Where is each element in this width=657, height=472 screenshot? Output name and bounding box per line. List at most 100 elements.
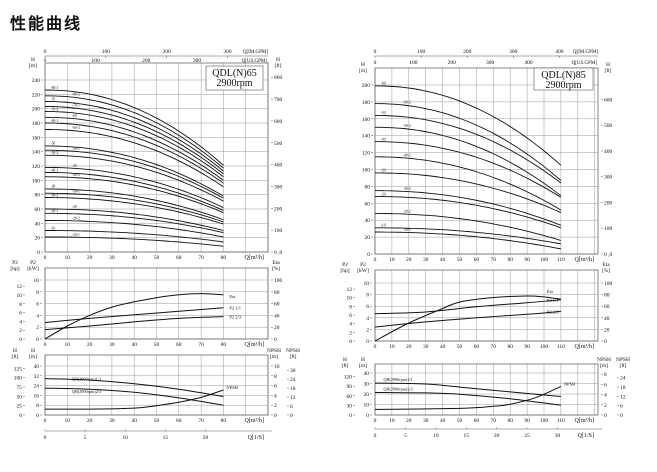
head-m-axis-label: H <box>31 348 35 354</box>
head-m-tick-label: 120 <box>362 151 371 157</box>
head-curve-label: -50-2 <box>51 151 59 155</box>
us-gpm-axis-label: Q[US.GPM] <box>242 59 268 64</box>
head-npsh-chart: 0 10 20 30 40 50 60 70 80 Q[m³/h]0816243240025507… <box>11 348 300 424</box>
efficiency-tick-label: 80 <box>604 293 610 299</box>
head-m-tick-label: 40 <box>365 218 371 224</box>
power-hp-tick-label: 12 <box>17 284 23 290</box>
power-hp-axis-label: P2 <box>12 260 18 266</box>
x-tick-label: 10 <box>389 344 395 350</box>
power-hp-tick-label: 10 <box>347 296 353 302</box>
series-label: QH(2900rpm)1/1 <box>383 377 412 382</box>
x-tick-label: 10 <box>389 257 395 263</box>
power-hp-tick-label: 8 <box>349 304 352 310</box>
series-line-p211 <box>44 307 224 323</box>
x-tick-label: 30 <box>109 342 115 348</box>
x-tick-label: 70 <box>198 418 204 424</box>
npsh-ft-tick-label: 6 <box>620 404 623 410</box>
head-m-tick-label: 160 <box>362 117 371 123</box>
head-curve-label: -70-2 <box>51 107 59 111</box>
head-ft-tick-label: 600 <box>604 97 613 103</box>
x-tick-label: 60 <box>474 344 480 350</box>
head-curve-label: -70 <box>51 97 56 101</box>
plot-frame <box>374 67 599 255</box>
power-kw-axis-label-unit: [kW] <box>27 266 39 272</box>
head-m-tick-label: 20 <box>364 392 370 398</box>
ls-tick-label: 30 <box>555 433 561 439</box>
series-label: Eta <box>229 294 235 299</box>
npsh-m-tick-label: 8 <box>274 374 277 380</box>
head-curve-label: -20 <box>381 192 386 196</box>
x-tick-label: 90 <box>524 418 530 424</box>
series-line-qh2900rpm23 <box>44 387 224 406</box>
head-m-tick-label: 100 <box>362 168 371 174</box>
head-curve <box>44 166 224 209</box>
head-curve-label: -60 <box>72 114 77 118</box>
flow-axes-top: 0 100 200 300 400 Q[IM.GPM] 0 100 200 300 400 Q[US.… <box>374 49 599 66</box>
head-m-tick-label: 60 <box>365 201 371 207</box>
x-tick-label: 60 <box>176 255 182 261</box>
x-tick-label: 50 <box>154 342 160 348</box>
im-gpm-axis-label: Q[IM.GPM] <box>573 50 598 55</box>
npsh-m-tick-label: 4 <box>604 393 607 399</box>
npsh-ft-tick-label: 12 <box>290 395 296 401</box>
model-box <box>533 67 594 91</box>
head-m-axis-label: H <box>361 357 365 363</box>
head-chart: 0 10 20 30 40 50 60 70 80 Q[m³/h] 0 20 40 60 80 100 120 1… <box>29 57 282 261</box>
x-tick-label: 20 <box>406 344 412 350</box>
x-tick-label: 10 <box>65 255 71 261</box>
im-gpm-tick-label: 300 <box>223 49 232 55</box>
power-kw-axis-label: P2 <box>360 262 366 268</box>
head-curve <box>45 220 224 238</box>
head-curve-label: -30 <box>51 185 56 189</box>
im-gpm-tick-label: 0 <box>374 49 377 55</box>
head-ft-axis-label: H <box>276 57 280 63</box>
npsh-m-axis-label-unit: [m] <box>270 354 278 360</box>
series-line-qh2900rpm11 <box>44 378 224 398</box>
x-tick-label: 110 <box>557 257 565 263</box>
head-curve <box>374 103 562 181</box>
head-curve <box>44 192 224 223</box>
efficiency-tick-label: 0 <box>274 337 277 343</box>
npsh-ft-tick-label: 24 <box>290 377 296 383</box>
x-axis-label: Q[m³/h] <box>575 344 594 350</box>
head-curve <box>44 145 224 197</box>
ls-tick-label: 5 <box>84 435 87 441</box>
head-m-tick-label: 80 <box>365 184 371 190</box>
series-line-eta <box>374 295 561 342</box>
head-m-tick-label: 20 <box>35 236 41 242</box>
head-curve <box>374 231 561 250</box>
efficiency-tick-label: 100 <box>604 281 613 287</box>
us-gpm-tick-label: 300 <box>193 58 202 64</box>
ls-tick-label: 25 <box>524 433 530 439</box>
power-hp-tick-label: 6 <box>349 313 352 319</box>
series-label: QH(2900rpm)2/3 <box>72 389 101 394</box>
head-curve <box>44 95 224 169</box>
power-hp-tick-label: 4 <box>19 319 22 325</box>
us-gpm-tick-label: 200 <box>142 58 151 64</box>
head-m-tick-label: 40 <box>35 221 41 227</box>
x-tick-label: 30 <box>423 257 429 263</box>
x-tick-label: 70 <box>491 344 497 350</box>
power-hp-tick-label: 0 <box>349 339 352 345</box>
x-tick-label: 80 <box>507 418 513 424</box>
x-tick-label: 0 <box>44 255 47 261</box>
head-m-axis-label-unit: [m] <box>29 63 37 69</box>
ls-tick-label: 0 <box>44 435 47 441</box>
head-ft-tick-label: 0 ,0 <box>604 252 613 258</box>
head-ft-tick-label: 125 <box>14 366 23 372</box>
x-tick-label: 60 <box>176 418 182 424</box>
head-curve-label: -10-1 <box>403 228 411 232</box>
x-tick-label: 80 <box>507 257 513 263</box>
head-curve-label: -20-2 <box>72 217 80 221</box>
x-tick-label: 90 <box>524 344 530 350</box>
ls-tick-label: 20 <box>203 435 209 441</box>
head-m-tick-label: 220 <box>32 92 41 98</box>
ls-tick-label: 0 <box>374 433 377 439</box>
efficiency-tick-label: 40 <box>604 316 610 322</box>
npsh-m-tick-label: 6 <box>604 382 607 388</box>
head-curve <box>45 230 224 243</box>
power-hp-tick-label: 8 <box>19 302 22 308</box>
ls-tick-label: 20 <box>494 433 500 439</box>
power-hp-tick-label: 4 <box>349 322 352 328</box>
head-curve <box>374 141 562 198</box>
